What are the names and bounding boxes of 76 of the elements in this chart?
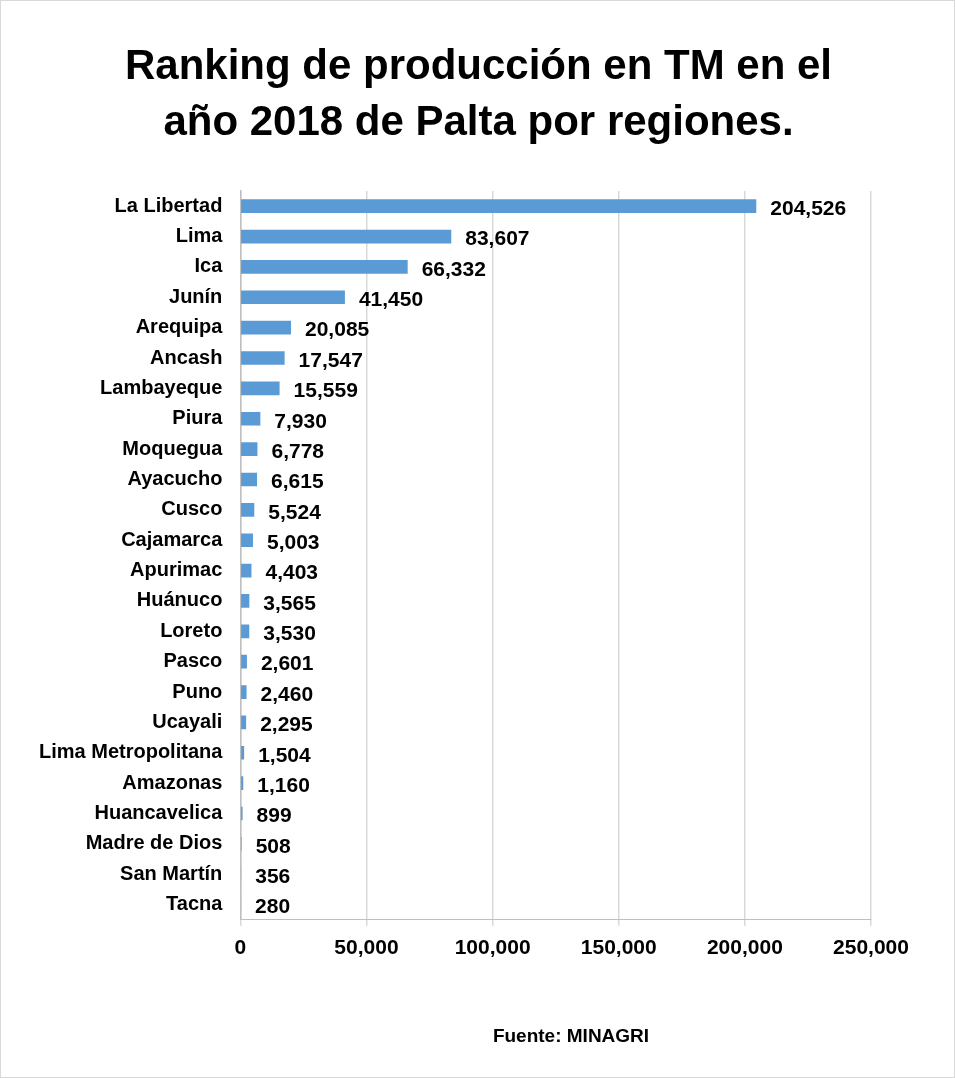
bar xyxy=(241,685,247,699)
bar xyxy=(241,563,252,578)
bar xyxy=(241,260,408,274)
data-label: 2,295 xyxy=(260,712,314,736)
chart-title: Ranking de producción en TM en el año 2018 de Palta por regiones. xyxy=(123,40,834,146)
y-tick-label: Lima xyxy=(175,224,224,247)
bar xyxy=(241,503,255,517)
bar xyxy=(241,654,247,669)
y-tick-label: Piura xyxy=(172,406,224,429)
y-tick-label: Arequipa xyxy=(135,315,224,338)
y-tick-label: Ucayali xyxy=(152,709,223,732)
bar xyxy=(241,472,258,487)
data-label: 6,778 xyxy=(271,438,325,462)
data-label: 41,450 xyxy=(358,287,424,311)
y-tick-label: Amazonas xyxy=(122,770,223,793)
data-label: 508 xyxy=(255,833,291,857)
bar xyxy=(241,411,261,426)
y-tick-label: Cajamarca xyxy=(121,527,224,550)
y-tick-label: Loreto xyxy=(160,618,223,641)
data-label: 356 xyxy=(255,864,291,888)
bar xyxy=(241,351,285,365)
bar xyxy=(241,199,757,214)
data-label: 6,615 xyxy=(271,469,324,493)
data-label: 1,160 xyxy=(257,772,310,796)
source-note: Fuente: MINAGRI xyxy=(491,1025,651,1047)
data-label: 4,403 xyxy=(265,560,319,584)
data-label: 2,601 xyxy=(260,651,314,675)
data-label: 2,460 xyxy=(260,681,314,705)
data-label: 83,607 xyxy=(465,226,530,250)
data-label: 7,930 xyxy=(274,408,327,432)
y-tick-label: Ica xyxy=(194,254,224,277)
y-tick-label: Apurimac xyxy=(130,558,223,581)
y-tick-label: Moquegua xyxy=(122,436,224,459)
data-label: 5,524 xyxy=(268,499,322,523)
bar xyxy=(241,533,253,548)
x-tick-label: 50,000 xyxy=(334,935,399,959)
data-label: 20,085 xyxy=(305,317,370,341)
data-label: 280 xyxy=(255,894,291,918)
data-label: 17,547 xyxy=(298,347,363,371)
y-tick-label: La Libertad xyxy=(114,193,223,216)
bar xyxy=(241,442,258,456)
y-tick-label: San Martín xyxy=(120,861,223,884)
data-label: 66,332 xyxy=(421,256,486,280)
y-tick-label: Pasco xyxy=(163,649,223,672)
y-tick-label: Madre de Dios xyxy=(85,831,223,854)
y-tick-label: Tacna xyxy=(166,892,224,915)
x-tick-label: 250,000 xyxy=(833,935,909,959)
bar xyxy=(241,290,345,305)
y-tick-label: Puno xyxy=(172,679,223,702)
x-tick-label: 150,000 xyxy=(580,935,657,959)
y-tick-label: Huancavelica xyxy=(94,801,224,824)
y-tick-label: Ayacucho xyxy=(127,467,223,489)
y-tick-label: Lima Metropolitana xyxy=(38,740,224,763)
bar xyxy=(241,776,244,790)
y-tick-label: Ancash xyxy=(150,345,223,368)
data-label: 3,530 xyxy=(263,621,316,645)
bar xyxy=(241,594,250,608)
y-tick-label: Huánuco xyxy=(136,588,223,611)
x-tick-label: 0 xyxy=(234,935,247,959)
y-tick-label: Lambayeque xyxy=(100,375,223,398)
y-tick-label: Cusco xyxy=(161,497,223,520)
bar xyxy=(241,745,245,760)
x-tick-label: 200,000 xyxy=(706,935,783,959)
data-label: 15,559 xyxy=(293,378,358,402)
data-label: 899 xyxy=(256,803,292,827)
data-label: 1,504 xyxy=(258,742,312,766)
data-label: 5,003 xyxy=(266,530,320,554)
bar xyxy=(241,320,292,335)
bar xyxy=(241,715,247,730)
data-label: 3,565 xyxy=(263,590,317,614)
x-tick-label: 100,000 xyxy=(454,935,531,959)
y-tick-label: Junín xyxy=(169,284,223,307)
bar xyxy=(241,624,250,639)
bar xyxy=(241,229,452,244)
bar xyxy=(241,381,280,396)
data-label: 204,526 xyxy=(770,195,847,219)
